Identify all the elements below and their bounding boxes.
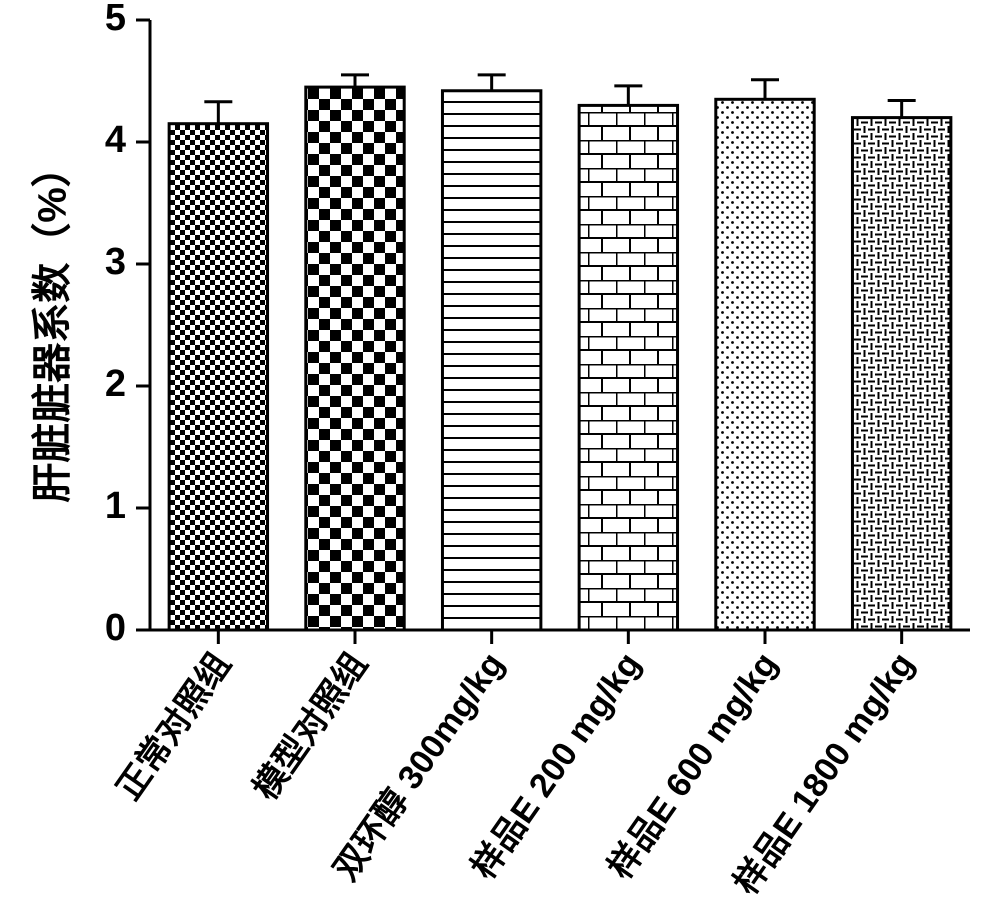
y-tick-label: 5 [105,0,126,39]
bar [716,99,814,630]
x-tick-label: 正常对照组 [110,646,239,807]
chart-container: 012345正常对照组模型对照组双环醇 300mg/kg样品E 200 mg/k… [0,0,999,917]
bar [852,118,950,630]
y-tick-label: 4 [105,119,126,161]
y-tick-label: 3 [105,241,126,283]
bar-chart: 012345正常对照组模型对照组双环醇 300mg/kg样品E 200 mg/k… [0,0,999,917]
y-tick-label: 0 [105,607,126,649]
bar [169,124,267,630]
bar [579,105,677,630]
y-tick-label: 1 [105,485,126,527]
y-axis-label: 肝脏脏器系数（%） [31,147,75,503]
x-tick-label: 模型对照组 [246,646,375,807]
y-tick-label: 2 [105,363,126,405]
bar [306,87,404,630]
bar [442,91,540,630]
